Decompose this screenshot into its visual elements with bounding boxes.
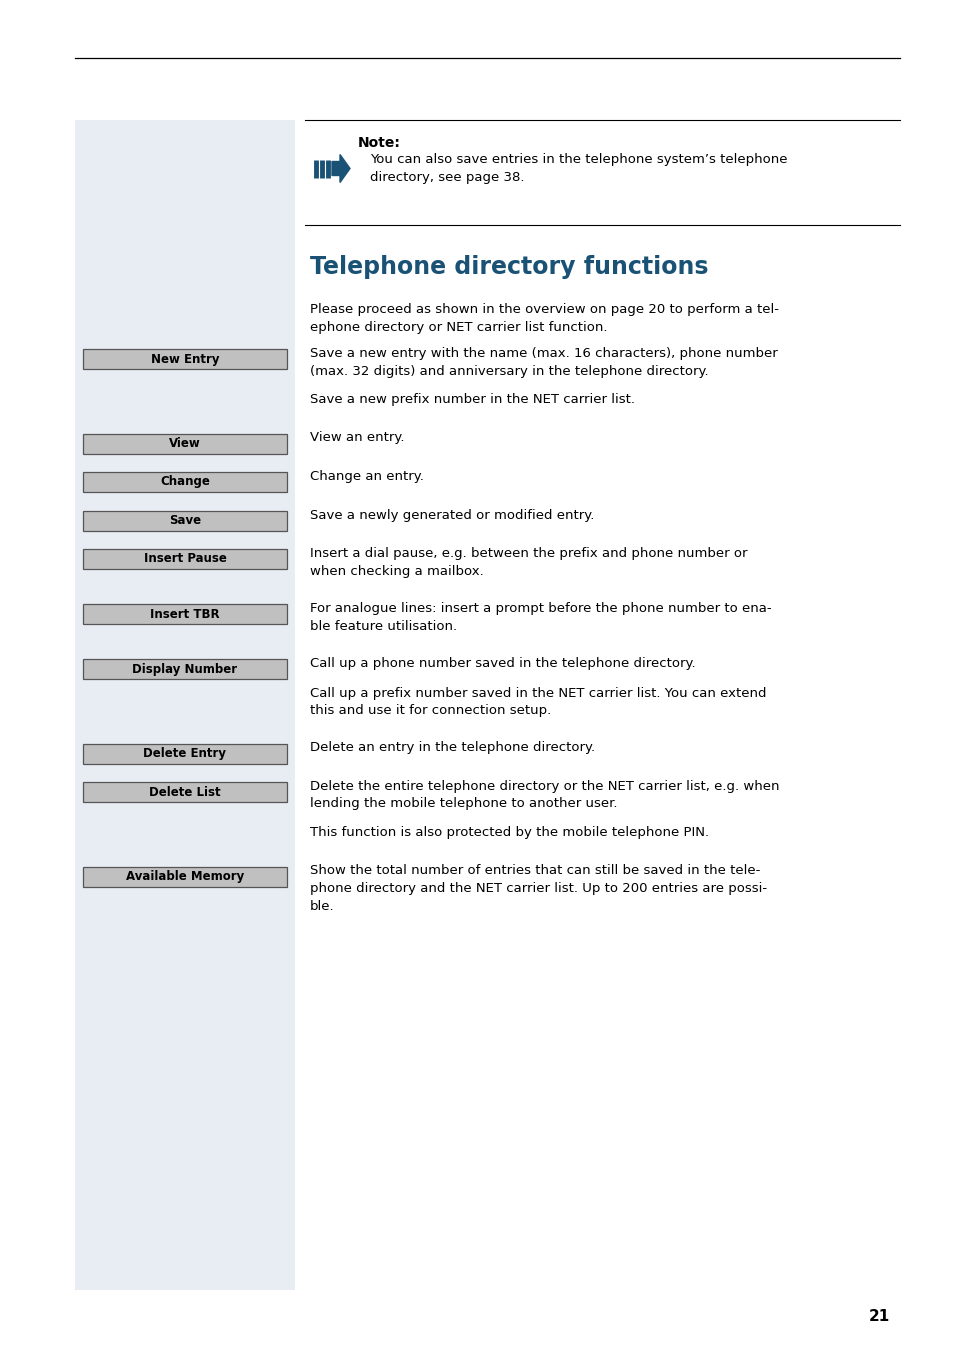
Bar bbox=[83, 658, 287, 679]
Bar bbox=[83, 867, 287, 887]
Text: Save a new prefix number in the NET carrier list.: Save a new prefix number in the NET carr… bbox=[310, 393, 635, 406]
Text: Please proceed as shown in the overview on page 20 to perform a tel-
ephone dire: Please proceed as shown in the overview … bbox=[310, 303, 779, 334]
Bar bbox=[75, 120, 294, 1290]
Text: This function is also protected by the mobile telephone PIN.: This function is also protected by the m… bbox=[310, 826, 708, 840]
Text: Show the total number of entries that can still be saved in the tele-
phone dire: Show the total number of entries that ca… bbox=[310, 864, 766, 913]
Text: Available Memory: Available Memory bbox=[126, 869, 244, 883]
Text: Insert TBR: Insert TBR bbox=[150, 607, 219, 621]
Bar bbox=[83, 511, 287, 530]
Text: For analogue lines: insert a prompt before the phone number to ena-
ble feature : For analogue lines: insert a prompt befo… bbox=[310, 602, 771, 633]
Text: Delete an entry in the telephone directory.: Delete an entry in the telephone directo… bbox=[310, 741, 595, 754]
Bar bbox=[83, 434, 287, 453]
Text: You can also save entries in the telephone system’s telephone
directory, see pag: You can also save entries in the telepho… bbox=[370, 153, 786, 184]
Text: Save: Save bbox=[169, 514, 201, 527]
Bar bbox=[83, 604, 287, 625]
Polygon shape bbox=[332, 154, 350, 183]
Text: Save a newly generated or modified entry.: Save a newly generated or modified entry… bbox=[310, 508, 594, 522]
Text: View an entry.: View an entry. bbox=[310, 431, 404, 445]
Text: Save a new entry with the name (max. 16 characters), phone number
(max. 32 digit: Save a new entry with the name (max. 16 … bbox=[310, 347, 777, 377]
Text: New Entry: New Entry bbox=[151, 353, 219, 365]
Text: Note:: Note: bbox=[357, 137, 400, 150]
Text: Change an entry.: Change an entry. bbox=[310, 470, 423, 483]
Text: Call up a phone number saved in the telephone directory.: Call up a phone number saved in the tele… bbox=[310, 657, 695, 671]
Text: Delete the entire telephone directory or the NET carrier list, e.g. when
lending: Delete the entire telephone directory or… bbox=[310, 780, 779, 810]
Text: Change: Change bbox=[160, 476, 210, 488]
Text: Telephone directory functions: Telephone directory functions bbox=[310, 256, 708, 279]
Text: Call up a prefix number saved in the NET carrier list. You can extend
this and u: Call up a prefix number saved in the NET… bbox=[310, 687, 765, 717]
Text: View: View bbox=[169, 437, 201, 450]
Text: Insert Pause: Insert Pause bbox=[143, 553, 226, 565]
Bar bbox=[83, 349, 287, 369]
Text: Insert a dial pause, e.g. between the prefix and phone number or
when checking a: Insert a dial pause, e.g. between the pr… bbox=[310, 548, 747, 577]
Text: Display Number: Display Number bbox=[132, 662, 237, 676]
Bar bbox=[83, 744, 287, 764]
Bar bbox=[83, 781, 287, 802]
Bar bbox=[83, 472, 287, 492]
Text: 21: 21 bbox=[868, 1309, 889, 1324]
Text: Delete List: Delete List bbox=[149, 786, 220, 799]
Bar bbox=[83, 549, 287, 569]
Text: Delete Entry: Delete Entry bbox=[143, 748, 226, 760]
